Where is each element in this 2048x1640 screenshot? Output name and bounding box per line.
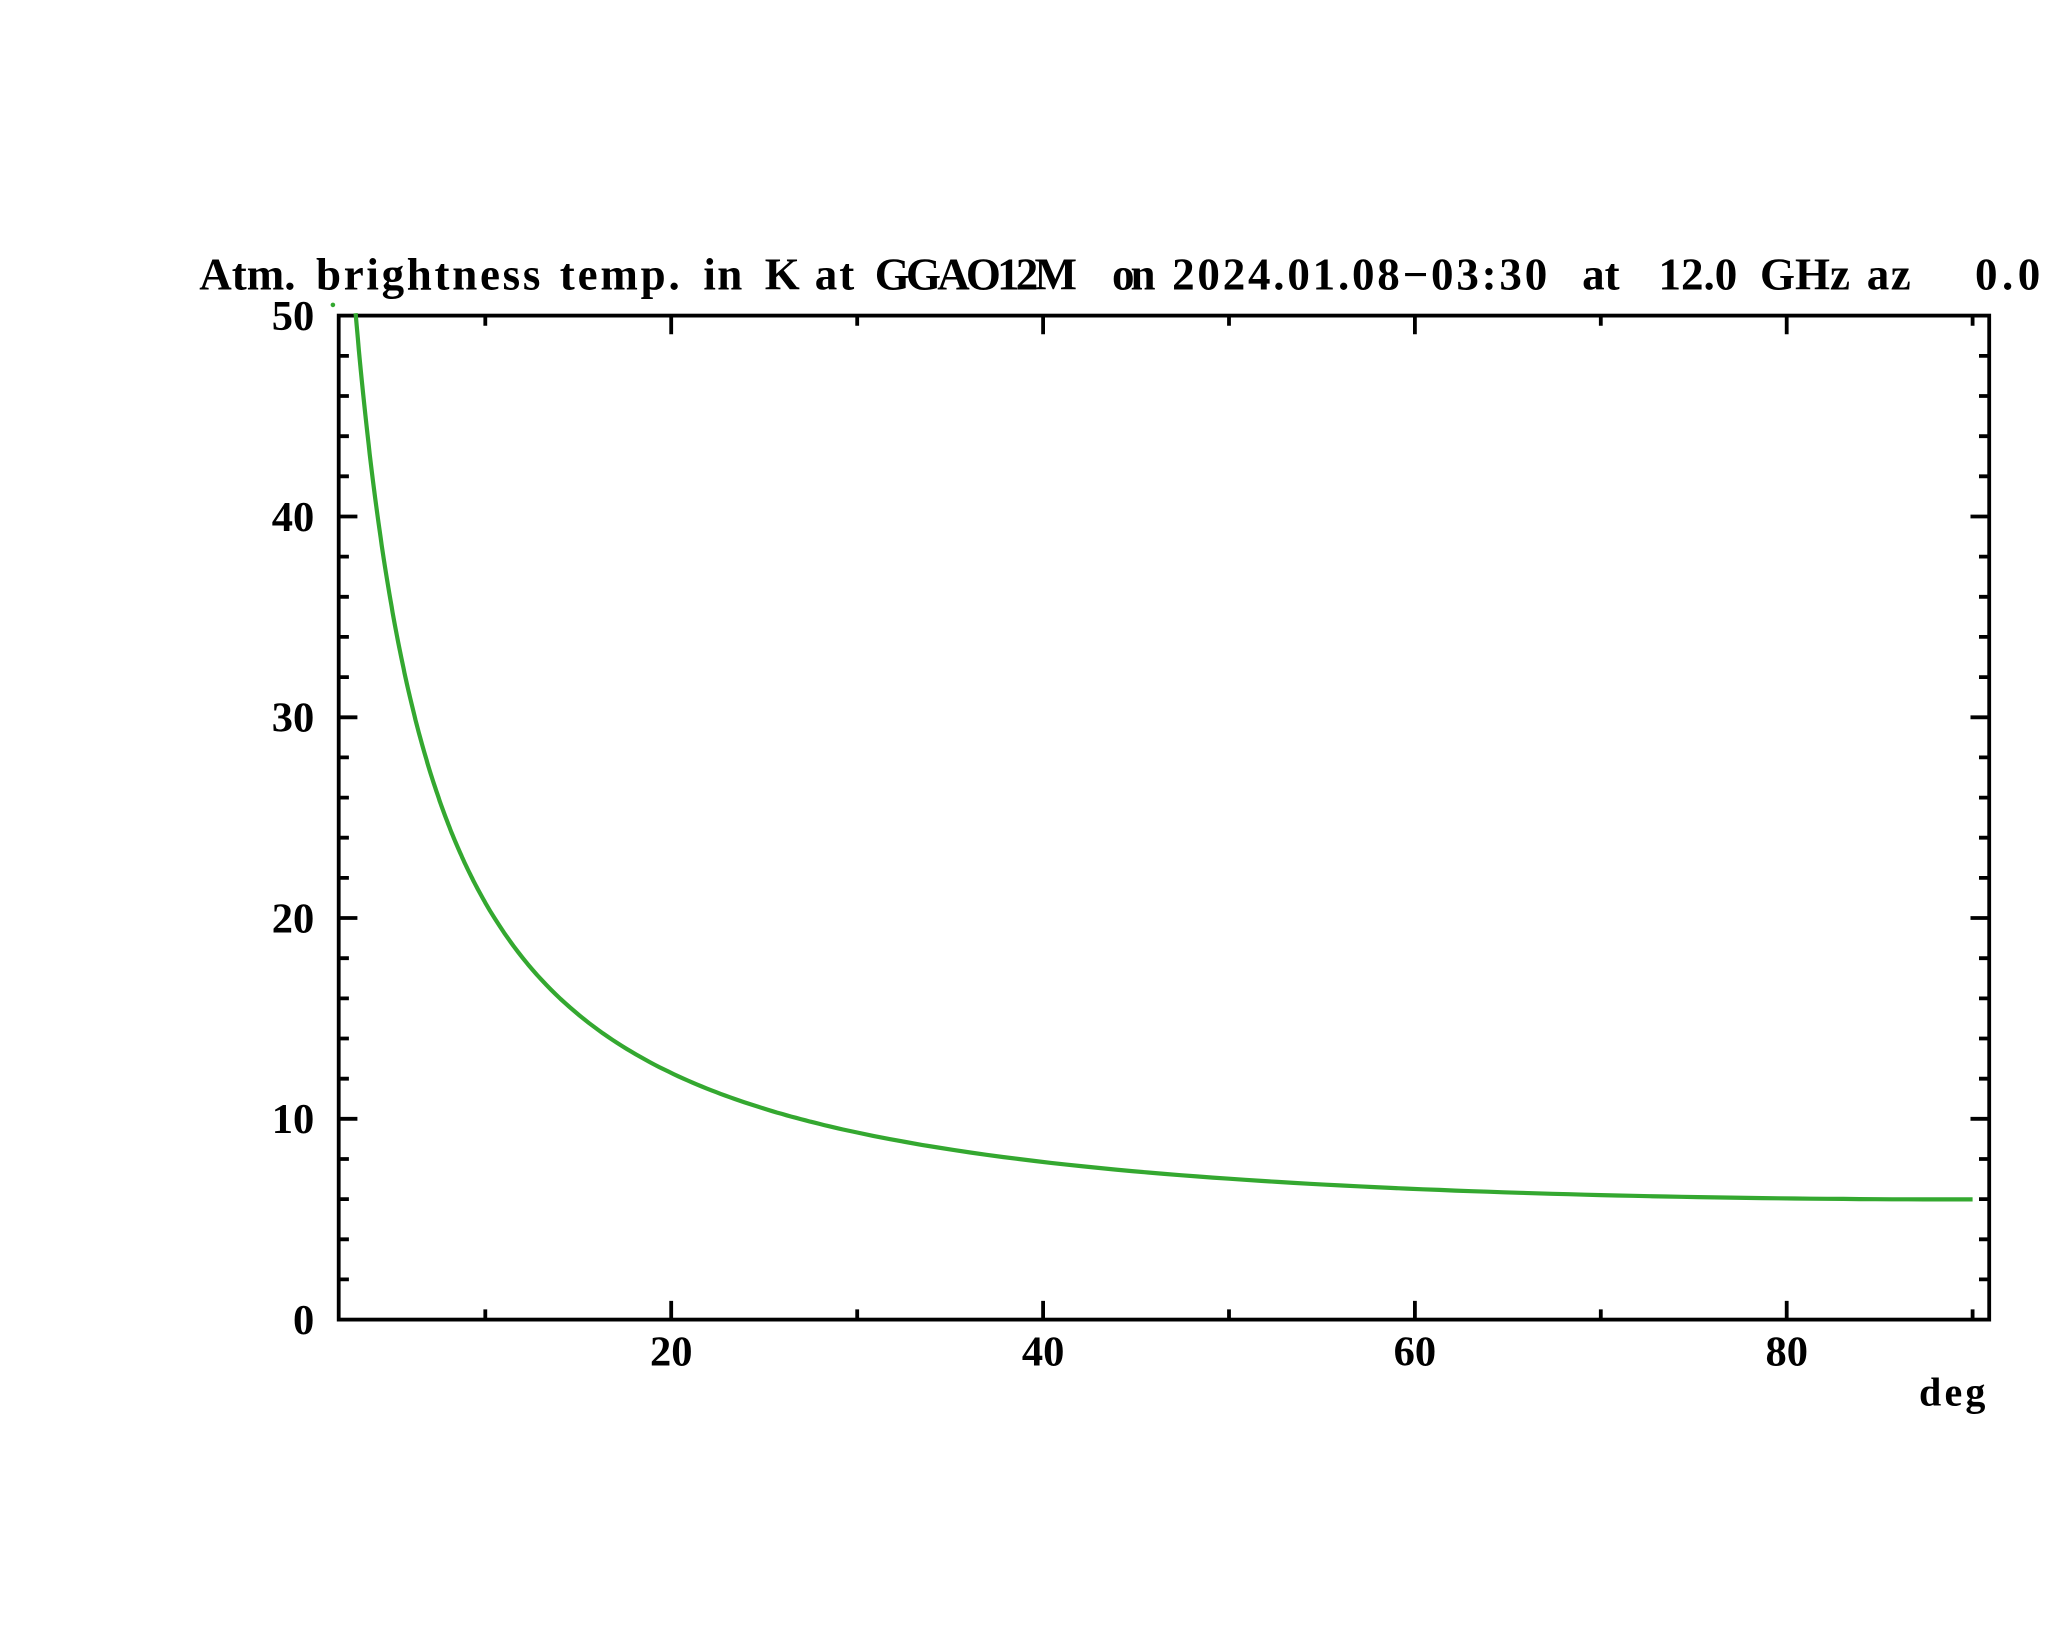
svg-text:60: 60	[1394, 1329, 1437, 1376]
svg-text:80: 80	[1765, 1329, 1808, 1376]
svg-text:deg: deg	[1919, 1370, 1989, 1415]
svg-text:Atm.: Atm.	[199, 249, 295, 299]
svg-text:GHz: GHz	[1760, 249, 1850, 299]
svg-text:in: in	[703, 249, 743, 299]
svg-text:20: 20	[650, 1329, 693, 1376]
svg-text:at: at	[1582, 249, 1620, 299]
svg-text:GGAO12M: GGAO12M	[875, 249, 1077, 299]
svg-text:brightness: brightness	[316, 249, 543, 299]
svg-text:0.0: 0.0	[1975, 249, 2045, 299]
svg-text:az: az	[1867, 249, 1912, 299]
svg-text:at: at	[815, 249, 857, 299]
svg-text:temp.: temp.	[560, 249, 683, 299]
svg-text:30: 30	[272, 695, 315, 742]
svg-text:2024.01.08−03:30: 2024.01.08−03:30	[1172, 249, 1550, 299]
svg-text:0: 0	[293, 1297, 314, 1344]
svg-text:50: 50	[272, 293, 315, 340]
svg-text:40: 40	[1022, 1329, 1065, 1376]
svg-text:on: on	[1112, 249, 1156, 299]
svg-text:20: 20	[272, 895, 315, 942]
svg-text:10: 10	[272, 1096, 315, 1143]
svg-text:K: K	[765, 249, 800, 299]
svg-text:40: 40	[272, 494, 315, 541]
svg-text:12.0: 12.0	[1659, 249, 1738, 299]
